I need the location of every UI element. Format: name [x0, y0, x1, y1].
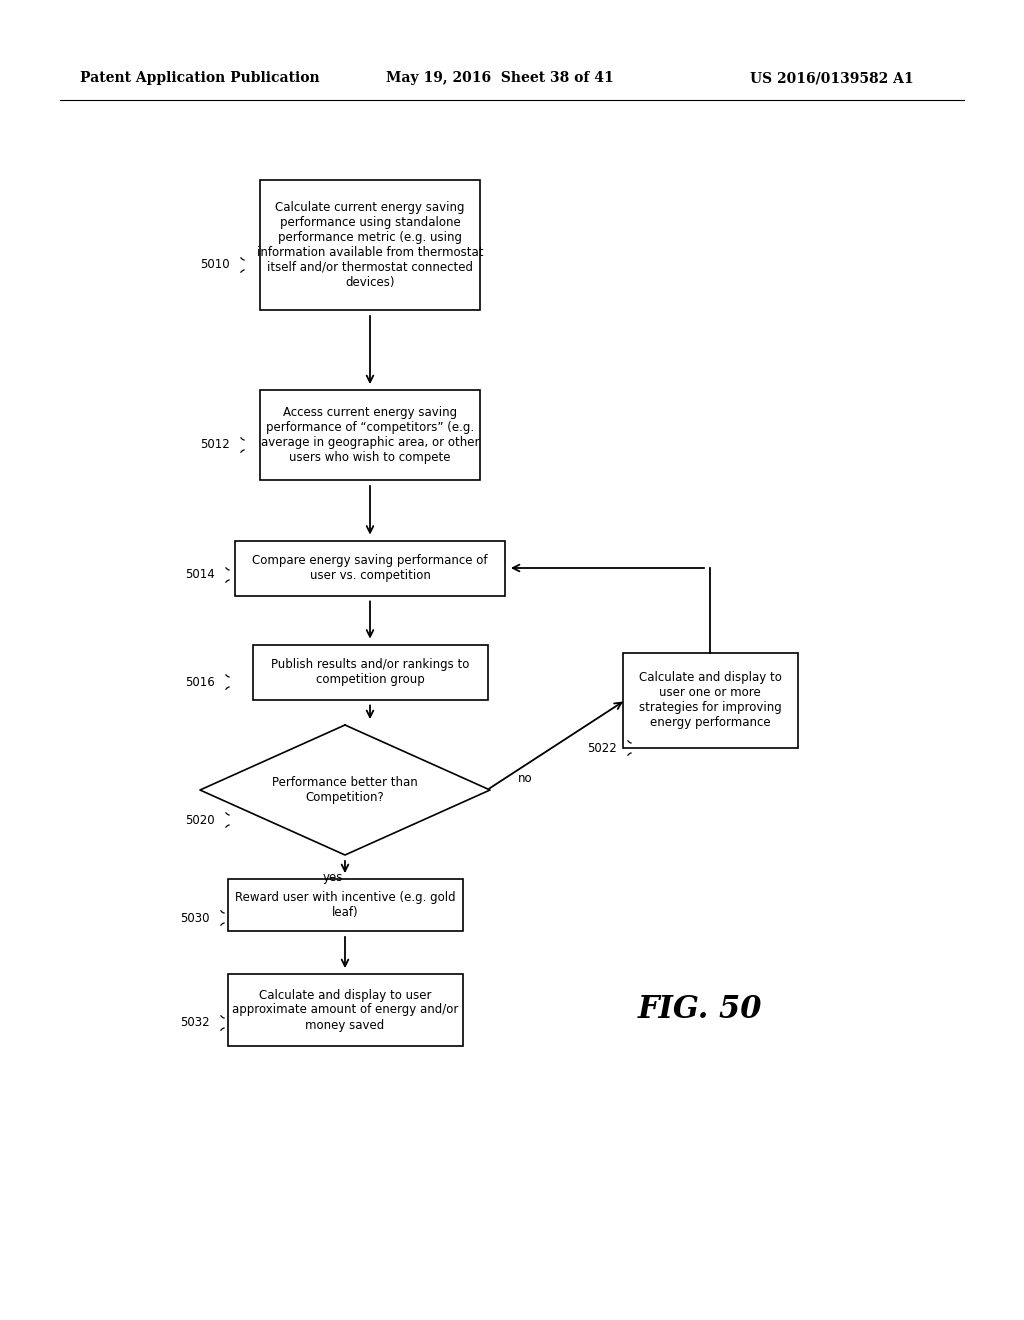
Bar — [260, 180, 480, 310]
Text: 5016: 5016 — [185, 676, 215, 689]
Text: 5010: 5010 — [201, 259, 230, 272]
Text: Calculate and display to
user one or more
strategies for improving
energy perfor: Calculate and display to user one or mor… — [639, 671, 781, 729]
Text: May 19, 2016  Sheet 38 of 41: May 19, 2016 Sheet 38 of 41 — [386, 71, 613, 84]
Bar — [260, 389, 480, 480]
Bar — [234, 540, 505, 595]
Text: Calculate current energy saving
performance using standalone
performance metric : Calculate current energy saving performa… — [257, 201, 483, 289]
Text: Reward user with incentive (e.g. gold
leaf): Reward user with incentive (e.g. gold le… — [234, 891, 456, 919]
Text: 5014: 5014 — [185, 569, 215, 582]
Bar — [623, 652, 798, 747]
Text: Publish results and/or rankings to
competition group: Publish results and/or rankings to compe… — [270, 657, 469, 686]
Text: Compare energy saving performance of
user vs. competition: Compare energy saving performance of use… — [252, 554, 487, 582]
Text: 5032: 5032 — [180, 1016, 210, 1030]
Text: Access current energy saving
performance of “competitors” (e.g.
average in geogr: Access current energy saving performance… — [261, 407, 479, 465]
Text: 5030: 5030 — [180, 912, 210, 924]
Bar — [227, 879, 463, 931]
Bar — [253, 644, 487, 700]
Text: US 2016/0139582 A1: US 2016/0139582 A1 — [750, 71, 913, 84]
Bar — [227, 974, 463, 1045]
Text: FIG. 50: FIG. 50 — [638, 994, 762, 1026]
Text: Performance better than
Competition?: Performance better than Competition? — [272, 776, 418, 804]
Text: Calculate and display to user
approximate amount of energy and/or
money saved: Calculate and display to user approximat… — [231, 989, 458, 1031]
Text: 5022: 5022 — [587, 742, 617, 755]
Text: 5012: 5012 — [201, 438, 230, 451]
Text: Patent Application Publication: Patent Application Publication — [80, 71, 319, 84]
Text: 5020: 5020 — [185, 813, 215, 826]
Text: yes: yes — [323, 870, 343, 883]
Text: no: no — [518, 771, 532, 784]
